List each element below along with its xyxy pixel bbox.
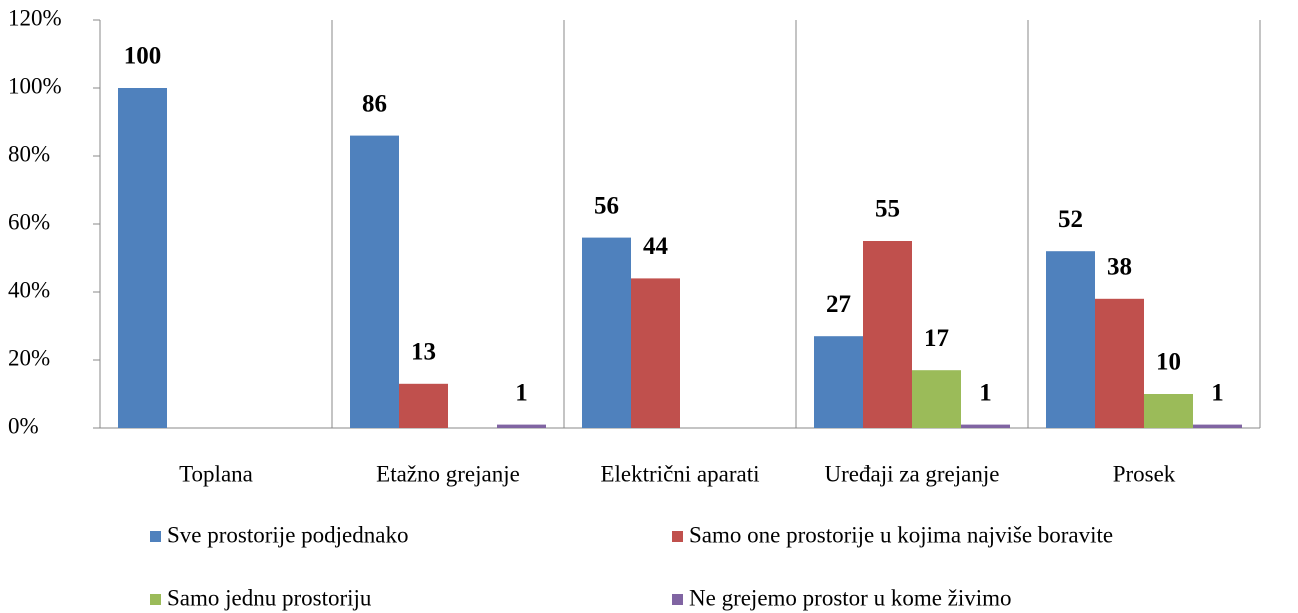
legend-swatch: [150, 594, 161, 605]
bar: [814, 336, 863, 428]
bar: [497, 424, 546, 428]
value-label: 38: [1107, 254, 1132, 281]
bar: [1144, 394, 1193, 428]
legend-label: Sve prostorije podjednako: [167, 522, 408, 547]
bar: [118, 88, 167, 428]
legend-label: Ne grejemo prostor u kome živimo: [689, 585, 1012, 610]
x-tick-label: Prosek: [1113, 461, 1176, 486]
bar: [350, 135, 399, 428]
bar: [399, 383, 448, 428]
x-tick-label: Električni aparati: [600, 461, 759, 486]
y-tick-label: 120%: [8, 5, 62, 30]
value-label: 27: [826, 291, 851, 318]
value-label: 1: [1211, 379, 1224, 406]
value-label: 1: [979, 379, 992, 406]
bar: [582, 237, 631, 428]
bar: [631, 278, 680, 428]
value-label: 100: [124, 43, 162, 70]
value-label: 17: [924, 325, 949, 352]
y-tick-label: 40%: [8, 277, 50, 302]
legend-swatch: [150, 531, 161, 542]
legend-swatch: [672, 531, 683, 542]
value-label: 52: [1058, 206, 1083, 233]
x-tick-label: Uređaji za grejanje: [825, 461, 1000, 486]
value-label: 13: [411, 339, 436, 366]
bar: [912, 370, 961, 428]
value-label: 55: [875, 196, 900, 223]
y-tick-label: 0%: [8, 413, 39, 438]
value-label: 1: [515, 379, 528, 406]
bar: [961, 424, 1010, 428]
bar: [1095, 298, 1144, 428]
legend-swatch: [672, 594, 683, 605]
bar: [1193, 424, 1242, 428]
y-tick-label: 100%: [8, 73, 62, 98]
legend-label: Samo jednu prostoriju: [167, 585, 372, 610]
x-tick-label: Etažno grejanje: [376, 461, 520, 486]
value-label: 56: [594, 192, 619, 219]
y-tick-label: 60%: [8, 209, 50, 234]
bar: [863, 241, 912, 428]
legend-label: Samo one prostorije u kojima najviše bor…: [689, 522, 1113, 547]
value-label: 44: [643, 233, 669, 260]
x-tick-label: Toplana: [179, 461, 253, 486]
bar: [1046, 251, 1095, 428]
value-label: 10: [1156, 349, 1181, 376]
y-tick-label: 20%: [8, 345, 50, 370]
value-label: 86: [362, 90, 387, 117]
y-tick-label: 80%: [8, 141, 50, 166]
